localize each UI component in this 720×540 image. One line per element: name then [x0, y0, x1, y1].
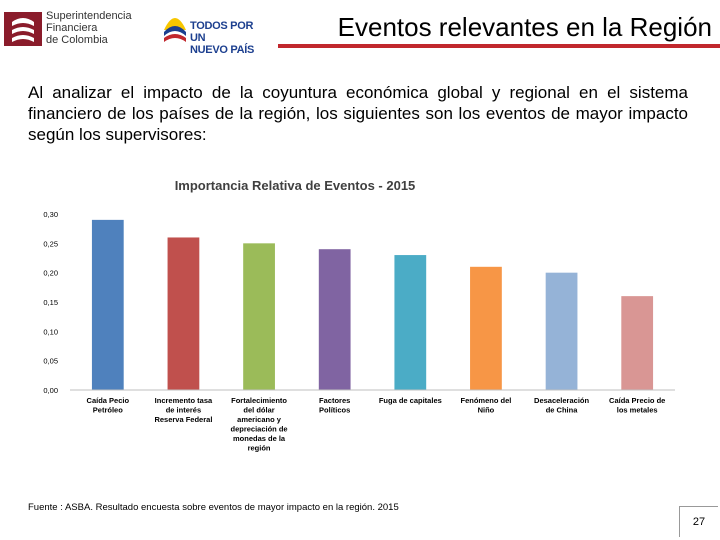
page-number: 27	[679, 506, 718, 537]
y-tick-label: 0,10	[43, 327, 58, 336]
bar	[394, 255, 427, 390]
x-tick-label: Factores Políticos	[319, 396, 350, 415]
source-note: Fuente : ASBA. Resultado encuesta sobre …	[28, 502, 399, 513]
bar	[318, 249, 351, 390]
bar-chart: Importancia Relativa de Eventos - 2015 0…	[43, 178, 675, 453]
logo-superintendencia: Superintendencia Financiera de Colombia	[4, 10, 136, 50]
x-tick-label: Desaceleración de China	[534, 396, 589, 415]
x-tick-label: Caída Precio de los metales	[609, 396, 665, 415]
bar	[243, 243, 275, 390]
y-tick-label: 0,15	[43, 298, 58, 307]
y-tick-label: 0,05	[43, 357, 58, 366]
x-tick-label: Fenómeno del Niño	[461, 396, 512, 415]
logo-tpnp-line-2: NUEVO PAÍS	[190, 44, 255, 56]
sfc-logo-icon	[4, 12, 42, 46]
x-tick-label: Incremento tasa de interés Reserva Federal	[154, 396, 213, 424]
intro-paragraph: Al analizar el impacto de la coyuntura e…	[28, 83, 688, 144]
bar	[167, 237, 200, 390]
x-tick-label: Fortalecimiento del dólar americano y depre…	[231, 396, 288, 453]
title-underline	[278, 44, 720, 48]
logo-tpnp-line-1: TODOS POR UN	[190, 20, 254, 44]
bar	[470, 266, 502, 390]
colombia-flag-icon	[164, 18, 186, 42]
bar	[545, 272, 578, 390]
y-tick-label: 0,20	[43, 269, 58, 278]
y-tick-label: 0,00	[43, 386, 58, 395]
logo-sfc-line-3: de Colombia	[46, 34, 108, 46]
y-tick-label: 0,30	[43, 210, 58, 219]
logo-sfc-line-2: Financiera	[46, 22, 98, 34]
logo-sfc-line-1: Superintendencia	[46, 10, 132, 22]
y-axis: 0,00 0,05 0,10 0,15 0,20 0,25 0,30	[43, 210, 58, 395]
chart-title: Importancia Relativa de Eventos - 2015	[175, 178, 416, 193]
x-axis-labels: Caída Pecio Petróleo Incremento tasa de int…	[87, 396, 666, 453]
bar	[91, 219, 124, 390]
x-tick-label: Fuga de capitales	[379, 396, 442, 405]
y-tick-label: 0,25	[43, 239, 58, 248]
bar	[621, 296, 654, 390]
logo-todos-por-un-nuevo-pais: TODOS POR UN NUEVO PAÍS	[160, 8, 260, 56]
page-title: Eventos relevantes en la Región	[337, 12, 712, 42]
x-tick-label: Caída Pecio Petróleo	[87, 396, 130, 415]
bars	[91, 219, 654, 390]
